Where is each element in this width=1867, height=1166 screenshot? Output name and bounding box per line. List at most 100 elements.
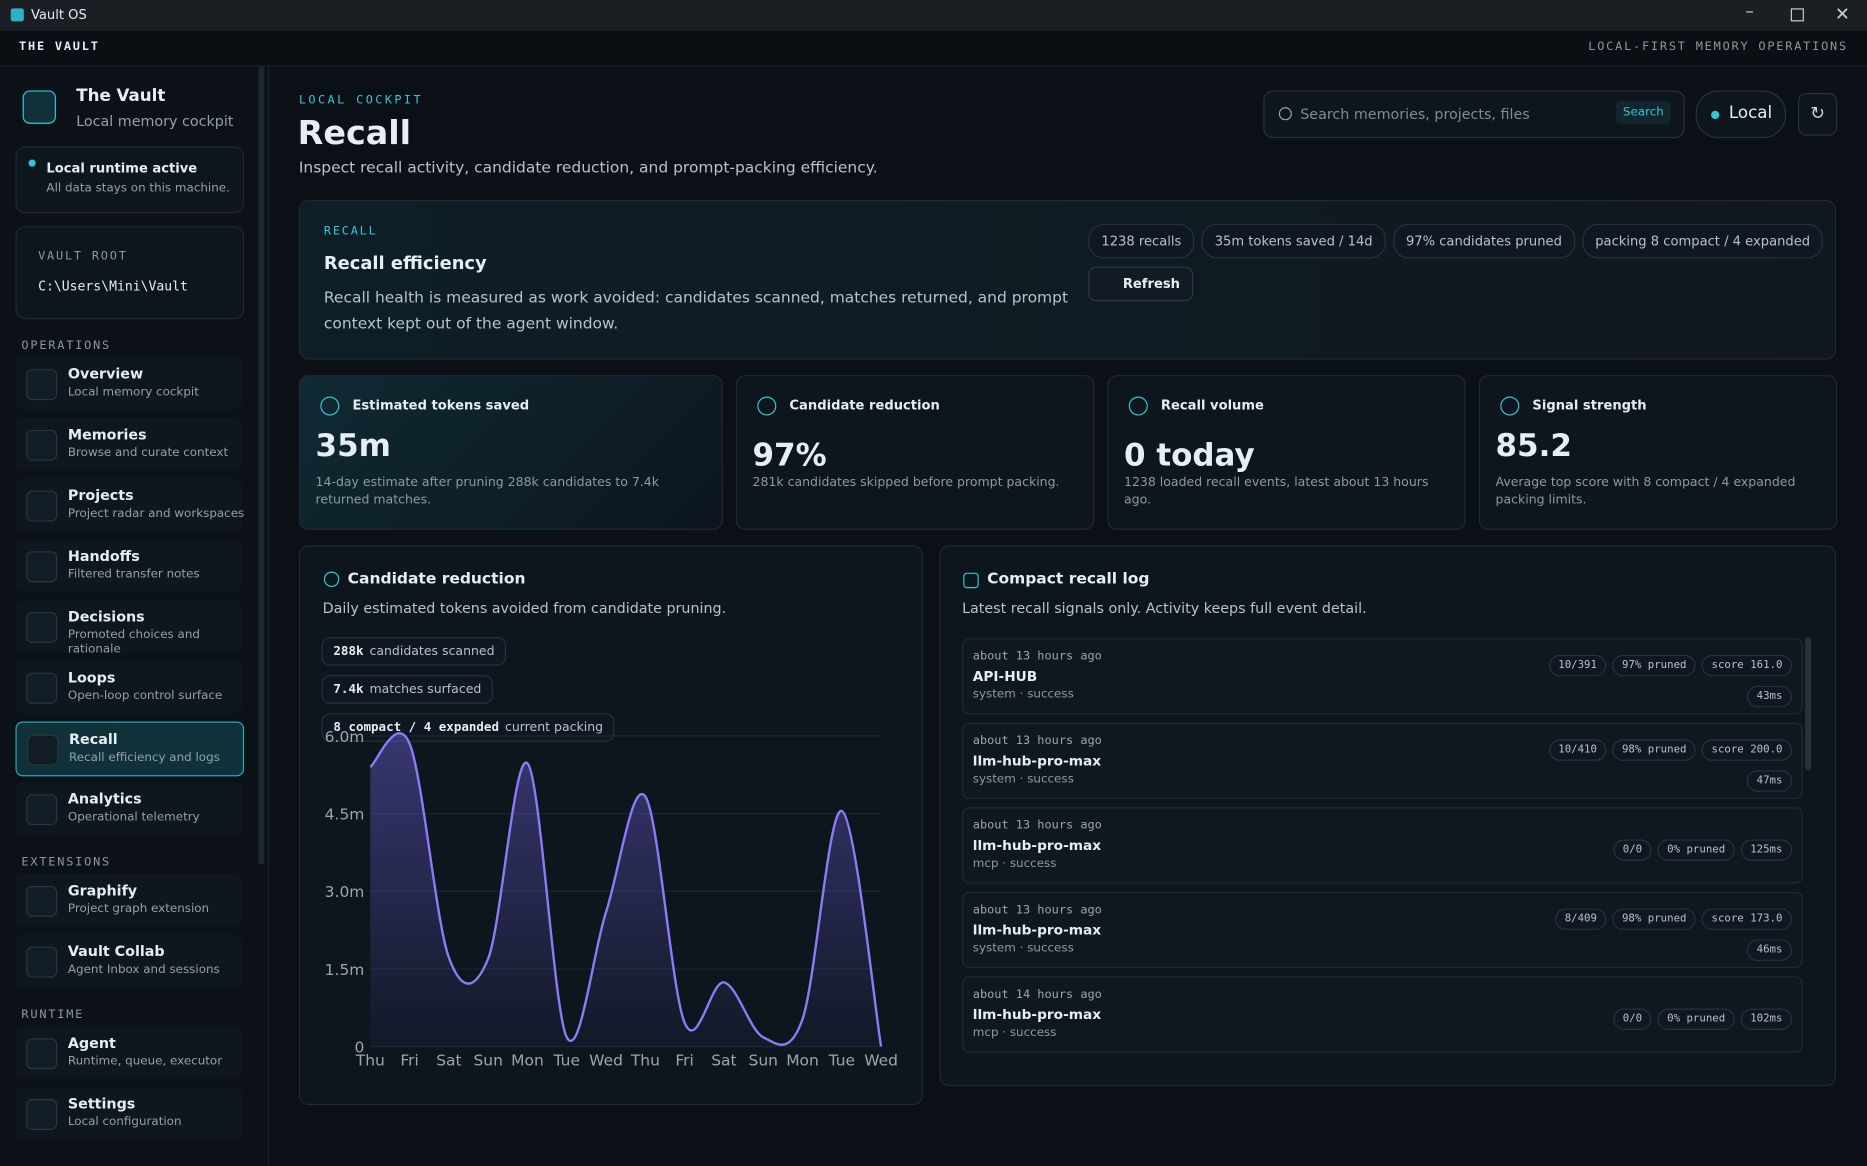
stat-note: 281k candidates skipped before prompt pa…: [752, 475, 1060, 490]
log-chips: 8/409 98% pruned score 173.0: [1549, 904, 1792, 930]
log-name: API-HUB: [972, 667, 1038, 685]
nav-sub: Local configuration: [67, 1115, 182, 1129]
close[interactable]: ✕: [1834, 3, 1850, 26]
line: [369, 732, 883, 1047]
log-name: llm-hub-pro-max: [972, 921, 1102, 939]
app-header: THE VAULT LOCAL-FIRST MEMORY OPERATIONS: [0, 30, 1867, 67]
y-tick-label: 4.5m: [325, 805, 365, 823]
nav-icon: [26, 885, 58, 917]
scrollbar: [258, 66, 265, 865]
nav-item[interactable]: Graphify Project graph extension: [15, 873, 242, 927]
log-latency: 102ms: [1740, 1008, 1792, 1030]
efficiency-eyebrow: RECALL: [323, 225, 378, 239]
nav-item[interactable]: Agent Runtime, queue, executor: [15, 1026, 242, 1079]
log-row[interactable]: about 14 hours ago llm-hub-pro-max mcp · s…: [962, 976, 1803, 1053]
stat-label: Candidate reduction: [789, 397, 940, 414]
nav-sub: Local memory cockpit: [67, 385, 199, 399]
status-text: All data stays on this machine.: [46, 182, 230, 196]
sidebar: The Vault Local memory cockpit Local run…: [0, 66, 270, 1166]
nav-sub: Runtime, queue, executor: [67, 1054, 223, 1069]
nav-icon: [26, 794, 58, 826]
nav-item[interactable]: Loops Open-loop control surface: [15, 660, 242, 714]
log-time: about 13 hours ago: [972, 734, 1102, 748]
eyebrow: LOCAL COCKPIT: [298, 94, 424, 108]
y-tick-label: 3.0m: [325, 883, 365, 901]
chart-title: Candidate reduction: [347, 570, 526, 589]
nav-sub: Operational telemetry: [67, 810, 200, 824]
mode-dot: [1711, 110, 1720, 120]
y-tick-label: 6.0m: [325, 728, 365, 746]
status-card: Local runtime active All data stays on t…: [15, 146, 245, 214]
mode-pill[interactable]: Local: [1695, 90, 1787, 139]
log-row[interactable]: about 13 hours ago llm-hub-pro-max system …: [962, 891, 1803, 969]
nav-label: Agent: [67, 1034, 116, 1052]
search-button[interactable]: Search: [1615, 101, 1671, 124]
log-row[interactable]: about 13 hours ago API-HUB system · succes…: [962, 638, 1803, 715]
app-brand: THE VAULT: [19, 40, 100, 54]
log-row[interactable]: about 13 hours ago llm-hub-pro-max mcp · s…: [962, 807, 1803, 884]
nav-label: Memories: [67, 426, 147, 443]
chart: 0 1.5m 3.0m 4.5m 6.0m Thu Fri Sat Sun Mon Tue Wed Th…: [325, 728, 898, 1070]
log-row[interactable]: about 13 hours ago llm-hub-pro-max system …: [962, 722, 1803, 799]
x-tick-label: Sun: [473, 1052, 502, 1070]
nav-item[interactable]: Settings Local configuration: [15, 1087, 242, 1140]
x-tick-label: Tue: [553, 1052, 580, 1070]
nav-item[interactable]: Overview Local memory cockpit: [15, 357, 242, 410]
chip-text: current packing: [504, 720, 604, 735]
page-title: Recall: [297, 113, 412, 153]
nav-item[interactable]: Analytics Operational telemetry: [15, 782, 242, 835]
log-subtitle: Latest recall signals only. Activity kee…: [962, 600, 1367, 617]
nav-label: Recall: [69, 731, 118, 748]
brand-subtitle: Local memory cockpit: [76, 113, 234, 130]
efficiency-title: Recall efficiency: [323, 252, 487, 274]
stat-value: 85.2: [1495, 428, 1572, 465]
nav-label: Projects: [67, 486, 134, 504]
nav-item[interactable]: Handoffs Filtered transfer notes: [15, 539, 242, 592]
chart-icon: [323, 571, 340, 588]
x-tick-label: Tue: [828, 1052, 855, 1070]
x-tick-label: Sat: [711, 1052, 736, 1070]
nav-label: Overview: [67, 365, 144, 383]
window-title: Vault OS: [30, 7, 87, 23]
stat-note: 14-day estimate after pruning 288k candi…: [315, 475, 659, 508]
nav-item[interactable]: Projects Project radar and workspaces: [15, 478, 244, 532]
brand-title: The Vault: [76, 86, 166, 106]
stat-card: Candidate reduction 97% 281k candidates sk…: [735, 375, 1095, 530]
chart-subtitle: Daily estimated tokens avoided from cand…: [322, 600, 727, 617]
nav-item[interactable]: Recall Recall efficiency and logs: [15, 721, 245, 777]
log-latency-box: 47ms: [1741, 766, 1792, 792]
minimize[interactable]: –: [1745, 2, 1754, 22]
log-time: about 13 hours ago: [972, 819, 1102, 833]
log-time: about 13 hours ago: [972, 903, 1102, 917]
log-name: llm-hub-pro-max: [972, 752, 1102, 770]
nav-item[interactable]: Memories Browse and curate context: [15, 417, 242, 471]
log-icon: [963, 572, 979, 589]
efficiency-chip: 1238 recalls: [1088, 223, 1195, 259]
refresh-button[interactable]: Refresh: [1088, 266, 1194, 302]
log-chip: 0/0: [1613, 1008, 1652, 1030]
stat-label: Signal strength: [1532, 397, 1647, 414]
log-chip: score 161.0: [1701, 654, 1792, 677]
search-box[interactable]: Search memories, projects, files Search: [1263, 90, 1685, 139]
sync-button[interactable]: ↻: [1797, 92, 1838, 136]
nav-icon: [26, 672, 58, 704]
search-placeholder: Search memories, projects, files: [1300, 105, 1530, 123]
nav-sub: Project radar and workspaces: [67, 507, 245, 521]
chart-panel: Candidate reduction Daily estimated toke…: [298, 545, 923, 1105]
log-latency: 125ms: [1740, 839, 1792, 861]
nav-item[interactable]: Decisions Promoted choices and rationale: [15, 600, 242, 656]
nav-item[interactable]: Vault Collab Agent Inbox and sessions: [15, 934, 242, 988]
maximize[interactable]: [1790, 8, 1804, 22]
log-time: about 13 hours ago: [972, 650, 1102, 664]
log-panel: Compact recall log Latest recall signals…: [939, 545, 1837, 1086]
stat-icon: [1500, 396, 1520, 416]
nav-sub: Project graph extension: [67, 902, 210, 916]
nav-label: Settings: [67, 1095, 136, 1113]
efficiency-text: Recall health is measured as work avoide…: [323, 289, 1069, 334]
log-chip: 10/410: [1548, 739, 1607, 761]
log-time: about 14 hours ago: [972, 988, 1102, 1002]
efficiency-chip: 35m tokens saved / 14d: [1201, 223, 1386, 259]
nav-icon: [26, 490, 58, 522]
chip-strong: 288k: [333, 644, 364, 659]
stat-note: 1238 loaded recall events, latest about …: [1124, 475, 1429, 508]
